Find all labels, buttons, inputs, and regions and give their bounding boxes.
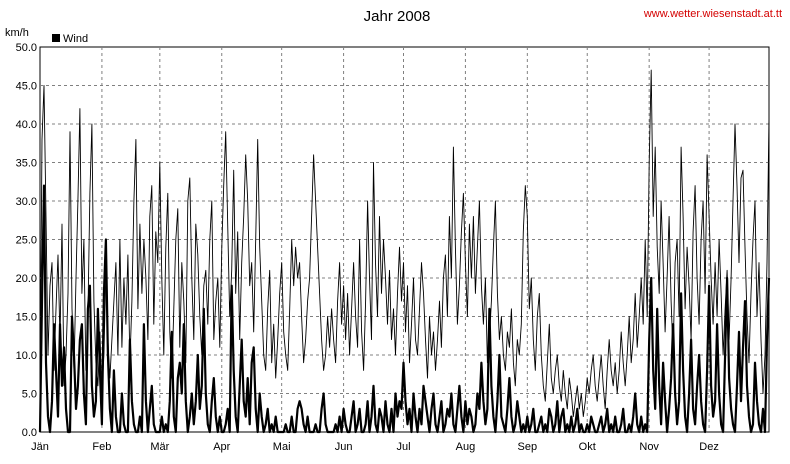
- x-tick-label: Jän: [31, 441, 49, 453]
- x-tick-label: Mai: [273, 441, 291, 453]
- chart-title: Jahr 2008: [364, 8, 431, 25]
- legend-swatch: [52, 34, 60, 42]
- x-tick-label: Feb: [92, 441, 111, 453]
- x-tick-label: Nov: [639, 441, 659, 453]
- gust-series-line: [39, 69, 770, 418]
- x-tick-label: Jul: [396, 441, 410, 453]
- wind-series-line: [38, 184, 771, 434]
- x-tick-label: Apr: [213, 441, 230, 453]
- grid: [40, 47, 769, 432]
- y-tick-label: 0.0: [22, 427, 37, 439]
- site-url[interactable]: www.wetter.wiesenstadt.at.tt: [643, 8, 782, 20]
- x-tick-label: Jun: [335, 441, 353, 453]
- y-tick-label: 45.0: [16, 81, 37, 93]
- y-tick-label: 10.0: [16, 350, 37, 362]
- series-lines: [38, 69, 771, 434]
- x-tick-label: Mär: [150, 441, 169, 453]
- y-tick-label: 40.0: [16, 119, 37, 131]
- y-tick-label: 5.0: [22, 389, 37, 401]
- y-tick-label: 20.0: [16, 273, 37, 285]
- y-axis-label: km/h: [5, 27, 29, 39]
- y-tick-label: 15.0: [16, 312, 37, 324]
- x-tick-labels: Jän Feb Mär Apr Mai Jun Jul Aug Sep Okt Nov Dez: [31, 441, 719, 453]
- x-tick-label: Sep: [518, 441, 538, 453]
- y-tick-label: 35.0: [16, 158, 37, 170]
- y-tick-label: 50.0: [16, 42, 37, 54]
- x-tick-label: Dez: [699, 441, 719, 453]
- y-tick-label: 25.0: [16, 235, 37, 247]
- x-tick-label: Aug: [456, 441, 476, 453]
- y-tick-label: 30.0: [16, 196, 37, 208]
- x-tick-label: Okt: [579, 441, 596, 453]
- y-tick-labels: 0.0 5.0 10.0 15.0 20.0 25.0 30.0 35.0 40.0 45.0 50…: [16, 42, 37, 439]
- legend-label: Wind: [63, 33, 88, 45]
